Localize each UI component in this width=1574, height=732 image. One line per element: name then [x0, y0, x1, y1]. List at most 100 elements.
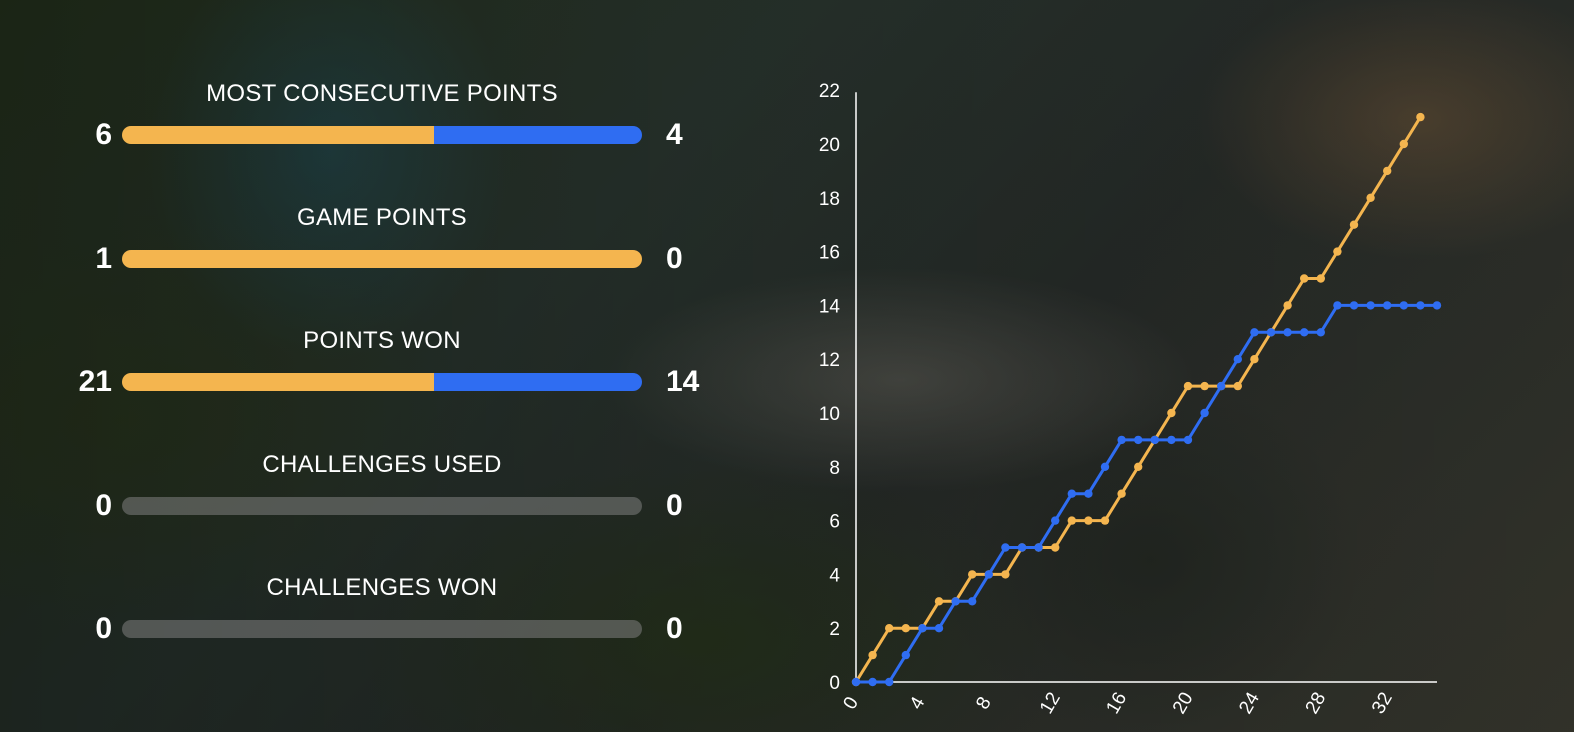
series-1-point [885, 624, 894, 633]
series-1-point [1183, 381, 1193, 391]
series-1-point [1084, 516, 1093, 525]
series-2-point [885, 677, 894, 687]
series-2-point [1067, 489, 1076, 498]
series-2-point [1134, 435, 1143, 445]
x-tick-label: 0 [839, 693, 862, 713]
series-1-point [1316, 274, 1325, 283]
x-tick-label: 12 [1036, 689, 1065, 718]
bar-segment-player-a [122, 373, 434, 391]
stat-value-left: 0 [95, 489, 112, 522]
y-tick-label: 12 [819, 350, 840, 371]
stat-value-right: 0 [666, 612, 683, 645]
series-1-point [1117, 489, 1126, 498]
bar-segment-player-b [434, 126, 642, 144]
series-2-point [968, 597, 977, 606]
y-tick-label: 4 [829, 565, 840, 586]
stat-value-left: 0 [95, 612, 112, 645]
stat-title: POINTS WON [303, 327, 461, 354]
series-1-point [1349, 220, 1359, 229]
y-tick-label: 20 [819, 135, 840, 156]
y-tick-label: 16 [819, 243, 840, 264]
bar-segment-player-a [122, 250, 642, 268]
series-1-point [1300, 274, 1309, 283]
x-tick-label: 24 [1235, 688, 1264, 717]
series-1-point [1200, 381, 1209, 391]
stat-bar [122, 373, 642, 391]
series-2-point [951, 597, 960, 606]
series-1-point [1167, 408, 1176, 418]
x-tick-label: 8 [972, 693, 995, 713]
series-1-point [1250, 355, 1259, 364]
series-1-point [1001, 570, 1010, 579]
series-1-point [1051, 543, 1060, 552]
series-1-point [1067, 516, 1076, 525]
series-2-point [1117, 435, 1126, 445]
series-1-point [934, 597, 944, 606]
series-2-point [1034, 543, 1043, 552]
series-2-point [1416, 301, 1425, 310]
x-tick-label: 4 [906, 693, 930, 713]
bar-segment-player-a [122, 126, 434, 144]
series-2-point [1084, 489, 1093, 498]
series-2-point [1150, 435, 1159, 445]
series-line-2 [856, 303, 1437, 684]
series-2-point [918, 624, 927, 633]
y-tick-label: 10 [819, 404, 840, 425]
series-1-point [1399, 139, 1408, 149]
y-tick-label: 0 [829, 673, 840, 694]
series-2-point [1200, 408, 1209, 418]
series-2-point [1001, 543, 1010, 552]
y-tick-label: 6 [829, 512, 840, 533]
stat-value-right: 4 [666, 118, 683, 151]
series-2-point [1349, 301, 1359, 310]
stat-title: GAME POINTS [297, 204, 467, 231]
series-2-point [901, 650, 910, 660]
stat-bar [122, 126, 642, 144]
series-2-point [934, 624, 944, 633]
series-1-point [968, 570, 977, 579]
series-1-point [1134, 462, 1143, 471]
series-2-point [1366, 301, 1375, 310]
x-tick-label: 16 [1102, 689, 1131, 718]
stat-value-right: 14 [666, 365, 700, 398]
series-2-point [868, 677, 877, 687]
stat-value-left: 1 [95, 242, 112, 275]
series-line-1 [854, 116, 1422, 683]
stat-value-left: 6 [95, 118, 112, 151]
stat-title: CHALLENGES WON [266, 574, 498, 601]
series-2-point [1432, 301, 1442, 310]
stat-challenges-used: CHALLENGES USED 0 0 [0, 451, 760, 551]
series-1-point [1366, 193, 1375, 202]
y-tick-label: 14 [819, 296, 841, 317]
series-2-point [1266, 328, 1276, 337]
x-tick-label: 20 [1169, 689, 1198, 718]
x-tick-label: 32 [1368, 689, 1397, 718]
series-2-point [1217, 381, 1226, 391]
series-2-point [1383, 301, 1392, 310]
series-2-point [1183, 435, 1193, 445]
stat-game-points: GAME POINTS 1 0 [0, 204, 760, 304]
stat-title: MOST CONSECUTIVE POINTS [206, 80, 558, 107]
stat-bar [122, 497, 642, 515]
series-1-point [1416, 112, 1425, 122]
y-tick-label: 8 [829, 458, 840, 479]
stat-value-left: 21 [78, 365, 112, 398]
stat-title: CHALLENGES USED [262, 451, 502, 478]
stat-value-right: 0 [666, 242, 683, 275]
series-2-point [1017, 543, 1027, 552]
series-2-point [1167, 435, 1176, 445]
series-1-point [1283, 301, 1292, 310]
series-2-point [851, 677, 861, 687]
series-2-point [1100, 462, 1110, 471]
series-2-point [1233, 355, 1242, 364]
stat-points-won: POINTS WON 21 14 [0, 327, 760, 427]
series-2-point [1399, 301, 1408, 310]
series-2-point [1051, 516, 1060, 525]
y-tick-label: 2 [829, 619, 840, 640]
series-2-point [1333, 301, 1342, 310]
stat-most-consecutive-points: MOST CONSECUTIVE POINTS 6 4 [0, 80, 760, 180]
series-2-point [1250, 328, 1259, 337]
x-tick-label: 28 [1302, 689, 1331, 718]
